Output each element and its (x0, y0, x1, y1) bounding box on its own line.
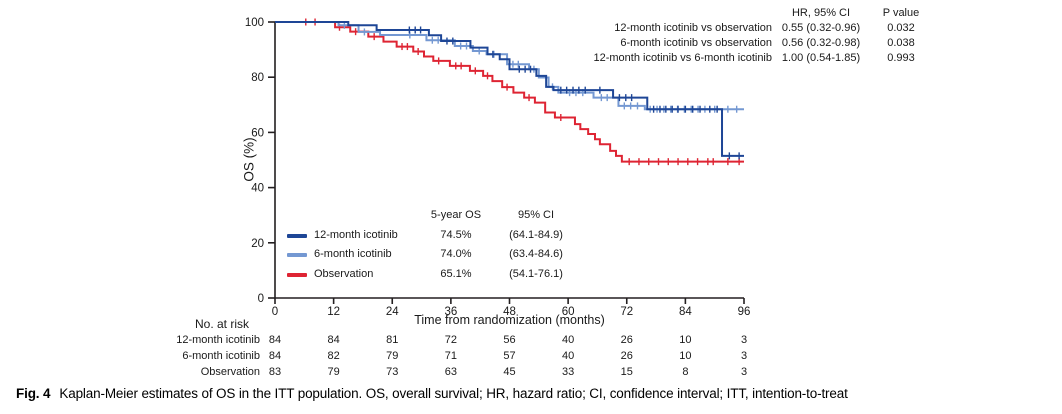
caption-label: Fig. 4 (16, 386, 51, 401)
risk-count: 10 (679, 350, 692, 362)
risk-count: 63 (444, 366, 457, 378)
risk-table-title: No. at risk (195, 317, 250, 331)
risk-count: 79 (386, 350, 399, 362)
legend-line-swatch (287, 272, 307, 277)
hr-row-pvalue: 0.993 (887, 52, 915, 64)
legend-series-ci: (63.4-84.6) (509, 248, 563, 260)
risk-count: 3 (740, 366, 748, 378)
risk-count: 82 (327, 350, 340, 362)
risk-count: 33 (562, 366, 575, 378)
risk-count: 73 (386, 366, 399, 378)
legend-header-spacer (287, 206, 307, 226)
risk-count: 84 (268, 334, 282, 346)
risk-count: 72 (444, 334, 457, 346)
legend-line-swatch (287, 253, 307, 257)
y-tick-label: 0 (258, 293, 264, 305)
risk-row-label: Observation (200, 366, 260, 378)
hr-row-value: 1.00 (0.54-1.85) (781, 52, 861, 64)
risk-count: 83 (268, 366, 282, 378)
hr-row-value: 0.55 (0.32-0.96) (781, 22, 861, 34)
risk-count: 84 (268, 350, 282, 362)
risk-row-label: 12-month icotinib (176, 334, 260, 346)
y-tick-label: 80 (251, 72, 264, 84)
y-tick-label: 20 (251, 238, 264, 250)
risk-count: 84 (327, 334, 340, 346)
legend-ci-header: 95% CI (517, 209, 555, 221)
risk-count: 57 (503, 350, 516, 362)
caption-text: Kaplan-Meier estimates of OS in the ITT … (59, 386, 848, 401)
hr-row-pvalue: 0.032 (887, 22, 915, 34)
x-tick-label: 72 (620, 306, 633, 318)
risk-count: 45 (503, 366, 516, 378)
risk-count: 8 (682, 366, 689, 378)
hr-row-pvalue: 0.038 (887, 37, 915, 49)
y-tick-label: 60 (251, 127, 264, 139)
x-tick-label: 36 (444, 306, 457, 318)
risk-count: 56 (503, 334, 516, 346)
x-tick-label: 60 (562, 306, 575, 318)
legend-header-spacer (314, 206, 418, 226)
x-tick-label: 96 (738, 306, 751, 318)
figure-caption: Fig. 4 Kaplan-Meier estimates of OS in th… (16, 386, 848, 401)
hr-ci-header: HR, 95% CI (791, 7, 851, 19)
risk-count: 40 (562, 350, 575, 362)
risk-count: 15 (620, 366, 633, 378)
legend-series-os: 65.1% (440, 267, 472, 280)
risk-count: 26 (620, 350, 633, 362)
legend-series-ci: (54.1-76.1) (509, 267, 563, 280)
legend: 5-year OS 95% CI 12-month icotinib 74.5%… (287, 206, 578, 284)
legend-series-os: 74.0% (440, 248, 472, 260)
risk-count: 26 (620, 334, 633, 346)
y-tick-label: 100 (245, 17, 264, 29)
hr-row-label: 12-month icotinib vs observation (614, 22, 772, 34)
x-tick-label: 12 (327, 306, 340, 318)
x-tick-label: 24 (386, 306, 399, 318)
x-tick-label: 48 (503, 306, 516, 318)
y-tick-label: 40 (251, 183, 264, 195)
risk-count: 81 (386, 334, 399, 346)
x-axis-title: Time from randomization (months) (414, 313, 605, 327)
hr-row-value: 0.56 (0.32-0.98) (781, 37, 861, 49)
legend-os-header: 5-year OS (430, 209, 482, 221)
risk-count: 3 (740, 334, 748, 346)
risk-row-label: 6-month icotinib (182, 350, 260, 362)
hr-row-label: 6-month icotinib vs observation (620, 37, 772, 49)
x-tick-label: 84 (679, 306, 692, 318)
legend-series-label: 12-month icotinib (314, 228, 398, 241)
hr-table: HR, 95% CI P value 12-month icotinib vs … (558, 6, 932, 66)
hr-row-label: 12-month icotinib vs 6-month icotinib (593, 52, 772, 64)
risk-count: 40 (562, 334, 575, 346)
risk-count: 71 (444, 350, 457, 362)
p-value-header: P value (882, 7, 920, 19)
y-axis-title: OS (%) (241, 137, 257, 182)
km-curve (275, 21, 744, 163)
legend-series-label: 6-month icotinib (314, 248, 392, 260)
hr-header-spacer (558, 6, 772, 21)
legend-series-os: 74.5% (440, 228, 472, 241)
km-curve (275, 21, 744, 157)
x-tick-label: 0 (272, 306, 278, 318)
legend-series-ci: (64.1-84.9) (509, 228, 563, 241)
risk-count: 3 (740, 350, 748, 362)
legend-series-label: Observation (314, 267, 374, 280)
risk-count: 79 (327, 366, 340, 378)
risk-count: 10 (679, 334, 692, 346)
legend-line-swatch (287, 233, 307, 238)
